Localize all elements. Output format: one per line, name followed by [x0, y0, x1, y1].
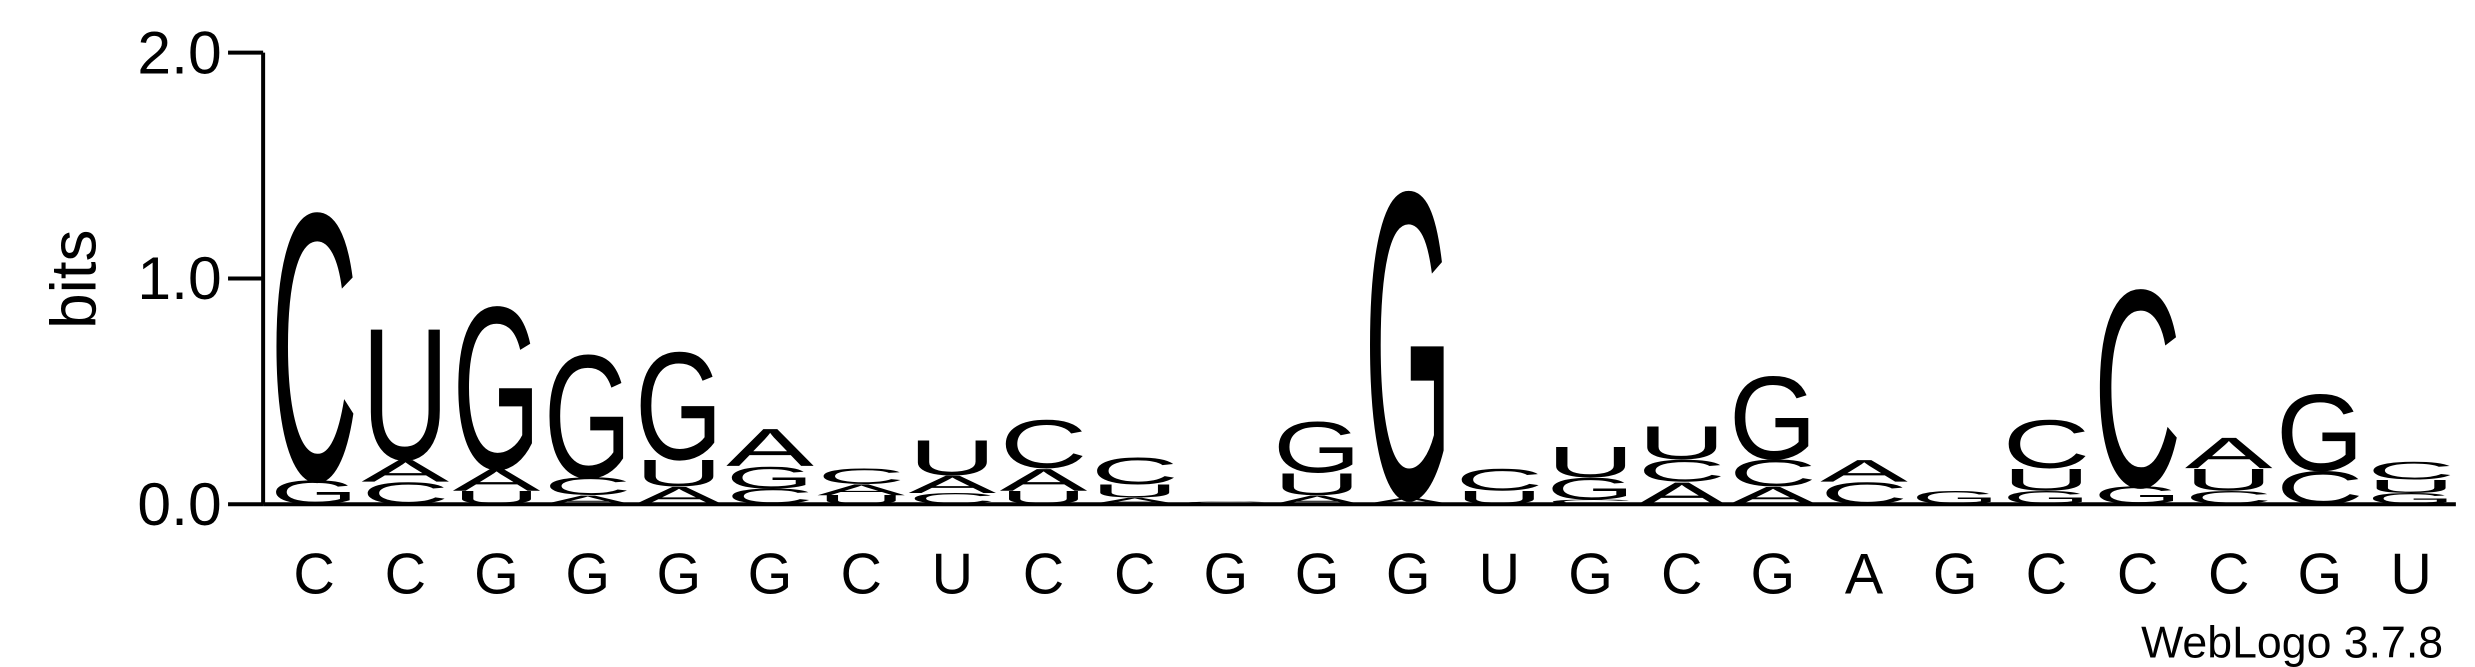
logo-letter: G — [453, 259, 541, 518]
x-tick-label: G — [748, 543, 793, 607]
logo-letter: C — [270, 135, 358, 562]
logo-letter: U — [1273, 467, 1361, 502]
logo-letter: U — [2367, 476, 2455, 497]
logo-letter: U — [1456, 487, 1544, 508]
logo-letter: A — [544, 493, 632, 507]
logo-letter: C — [2276, 462, 2364, 514]
logo-letter: C — [1000, 406, 1088, 483]
x-tick-label: U — [932, 543, 973, 607]
x-tick-label: G — [474, 543, 519, 607]
logo-letter: C — [2185, 487, 2273, 508]
y-tick-label: 2.0 — [137, 18, 221, 86]
x-tick-label: C — [1661, 543, 1702, 607]
logo-letter: G — [1547, 472, 1635, 507]
logo-letter: G — [635, 321, 723, 493]
y-axis-label: bits — [38, 230, 110, 329]
x-tick-label: C — [2208, 543, 2249, 607]
x-tick-label: G — [1933, 543, 1978, 607]
logo-letter: C — [1182, 501, 1270, 505]
logo-letter: C — [726, 485, 814, 509]
logo-letter: G — [2367, 490, 2455, 508]
logo-letter: A — [817, 481, 905, 499]
logo-letter: C — [1729, 452, 1817, 494]
footer: WebLogo 3.7.8 — [2141, 618, 2443, 667]
logo-letter: U — [2003, 463, 2091, 498]
logo-letter: G — [1911, 487, 1999, 508]
x-tick-label: G — [657, 543, 702, 607]
x-tick-label: A — [1845, 543, 1884, 607]
logo-letter: A — [1729, 482, 1817, 510]
x-tick-label: G — [1295, 543, 1340, 607]
logo-letter: A — [1364, 496, 1452, 506]
logo-letter: U — [1638, 417, 1726, 469]
logo-letter: A — [361, 454, 449, 489]
logo-letter: A — [1638, 476, 1726, 511]
logo-letter: G — [270, 473, 358, 511]
logo-letter: C — [2367, 457, 2455, 485]
logo-letter: A — [453, 463, 541, 498]
logo-letter: U — [453, 487, 541, 508]
x-tick-label: C — [840, 543, 881, 607]
logo-letter: C — [908, 490, 996, 508]
logo-letter: A — [1273, 493, 1361, 507]
x-tick-label: G — [2298, 543, 2343, 607]
logo-letter: A — [726, 418, 814, 478]
x-tick-label: U — [1479, 543, 1520, 607]
x-tick-label: G — [565, 543, 610, 607]
logo-letter: U — [1547, 437, 1635, 486]
logo-letter: A — [2185, 428, 2273, 477]
x-tick-label: G — [1751, 543, 1796, 607]
logo-letter: U — [2185, 463, 2273, 498]
logo-letter: C — [544, 473, 632, 501]
logo-letter: G — [1273, 408, 1361, 488]
x-tick-label: C — [293, 543, 334, 607]
x-tick-label: C — [2117, 543, 2158, 607]
logo-letter: G — [2003, 487, 2091, 508]
logo-letter: A — [1820, 454, 1908, 489]
x-tick-label: U — [2390, 543, 2431, 607]
logo-letter: C — [1820, 476, 1908, 511]
logo-letter: C — [1091, 450, 1179, 492]
logo-letter: A — [635, 482, 723, 510]
x-tick-label: C — [2026, 543, 2067, 607]
logo-letter: A — [908, 471, 996, 499]
logo-letter: U — [1091, 481, 1179, 502]
logo-letter: G — [1364, 100, 1452, 590]
logo-letter: G — [1729, 352, 1817, 485]
logo-letter: C — [2003, 406, 2091, 483]
x-tick-label: C — [385, 543, 426, 607]
logo-letter: C — [1456, 463, 1544, 498]
logo-letter: A — [1091, 496, 1179, 506]
x-tick-label: G — [1568, 543, 1613, 607]
logo-letter: A — [1000, 463, 1088, 498]
logo-letter: U — [908, 430, 996, 486]
logo-letter: G — [726, 460, 814, 495]
logo-letter: C — [2094, 230, 2182, 546]
logo-letter: U — [635, 452, 723, 494]
logo-letter: U — [817, 493, 905, 507]
x-tick-label: C — [1114, 543, 1155, 607]
x-tick-label: G — [1386, 543, 1431, 607]
x-tick-label: G — [1204, 543, 1249, 607]
logo-letter: U — [361, 289, 449, 499]
logo-letter: G — [2276, 372, 2364, 495]
logo-letter: C — [817, 464, 905, 488]
logo-letter: G — [2094, 482, 2182, 510]
logo-letter: C — [1638, 454, 1726, 489]
y-tick-label: 0.0 — [137, 470, 221, 538]
logo-letter: C — [1547, 499, 1635, 506]
logo-letter: U — [1000, 487, 1088, 508]
logo-letter: C — [361, 476, 449, 511]
x-tick-label: C — [1023, 543, 1064, 607]
y-tick-label: 1.0 — [137, 244, 221, 312]
logo-letter: G — [544, 318, 632, 515]
